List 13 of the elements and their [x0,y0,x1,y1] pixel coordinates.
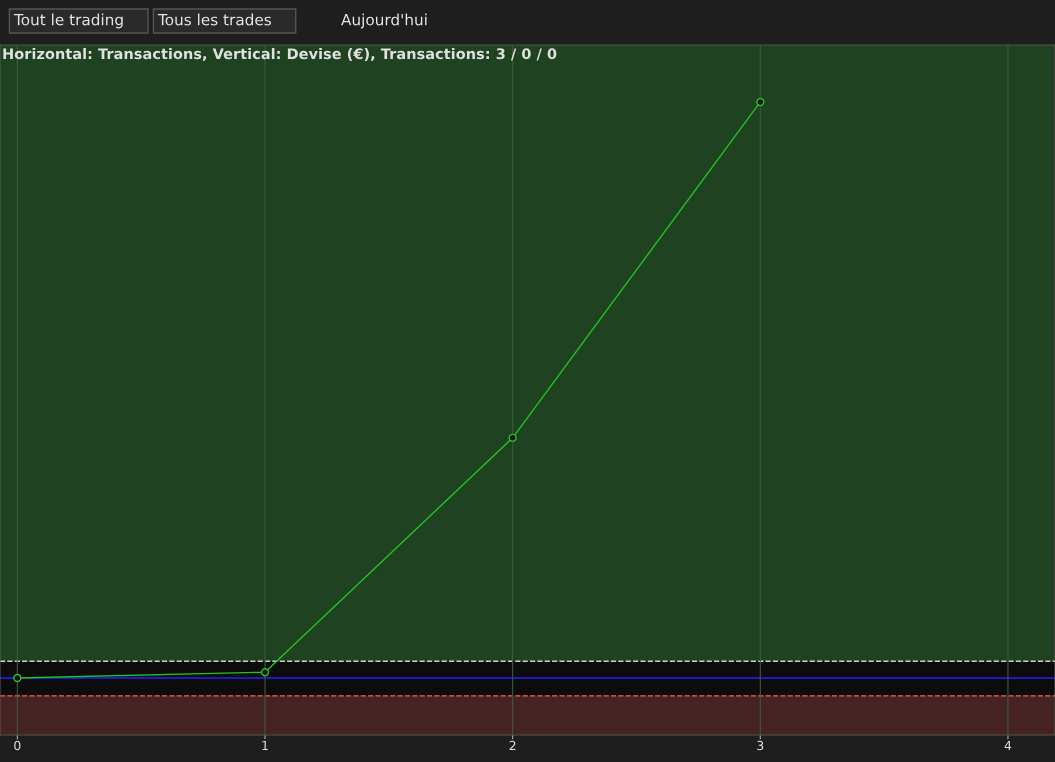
text: Tout le trading [13,13,123,29]
text: Tous les trades [157,13,271,26]
point [756,97,765,107]
x-tick-label: 1 [262,740,268,751]
point [13,673,22,683]
x-tick-label: 3 [757,740,764,751]
chart-title: Horizontal: Transactions, Vertical: Devise (€), Transactions: 3 / 0 / 0 [3,47,557,62]
point [260,668,270,677]
x-tick-label: 2 [509,740,516,751]
x-tick-label: 0 [14,740,21,751]
point [508,433,517,442]
text: Aujourd'hui [341,13,427,29]
x-tick-label: 4 [1004,740,1012,751]
